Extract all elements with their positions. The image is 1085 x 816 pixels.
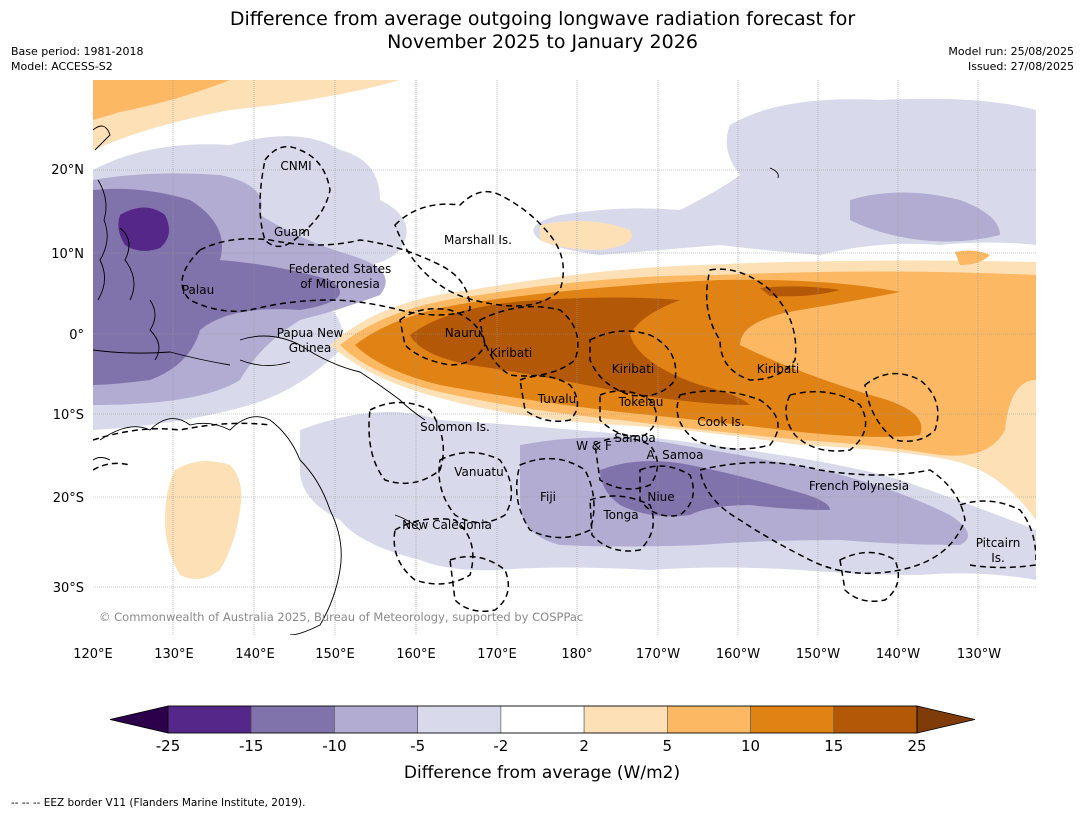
place-label: Tuvalu <box>537 392 577 406</box>
issued-date: Issued: 27/08/2025 <box>967 60 1074 73</box>
place-label: Marshall Is. <box>444 233 512 247</box>
colorbar-swatch <box>417 705 502 734</box>
anomaly-region <box>540 221 632 250</box>
anomaly-region <box>93 80 230 120</box>
title-line-2: November 2025 to January 2026 <box>387 31 698 53</box>
lon-tick-label: 180° <box>561 647 592 662</box>
place-label: Federated States <box>289 262 391 276</box>
place-label: Is. <box>991 551 1005 565</box>
place-label: New Caledonia <box>402 518 492 532</box>
anomaly-region <box>410 297 750 405</box>
lat-tick-label: 20°S <box>53 491 84 506</box>
eez-borders <box>93 145 1036 612</box>
anomaly-region <box>850 192 1000 242</box>
lon-tick-label: 160°W <box>716 647 760 662</box>
colorbar-tick-label: 10 <box>741 737 760 755</box>
eez-footnote: -- -- -- EEZ border V11 (Flanders Marine… <box>11 797 306 809</box>
place-label: W & F <box>576 439 612 453</box>
colorbar-extend-high <box>916 705 976 734</box>
place-label: Cook Is. <box>697 415 744 429</box>
place-label: Vanuatu <box>454 465 504 479</box>
colorbar-swatch <box>500 705 585 734</box>
place-label: French Polynesia <box>809 479 909 493</box>
place-label: Pitcairn <box>976 536 1021 550</box>
colorbar-swatch <box>334 705 418 734</box>
anomaly-region <box>760 286 840 297</box>
colorbar-tick-label: 2 <box>579 737 589 755</box>
lon-tick-label: 140°W <box>876 647 920 662</box>
longitude-labels: 120°E 130°E 140°E 150°E 160°E 170°E 180°… <box>73 647 1001 662</box>
colorbar-tick-label: 25 <box>907 737 926 755</box>
lon-tick-label: 150°W <box>796 647 840 662</box>
colorbar: -25 -15 -10 -5 -2 2 5 10 15 25 <box>109 705 976 755</box>
lat-tick-label: 10°S <box>53 408 84 423</box>
place-label: Papua New <box>277 326 344 340</box>
latitude-labels: 20°N 10°N 0° 10°S 20°S 30°S <box>51 163 84 596</box>
colorbar-extend-low <box>109 705 169 734</box>
lat-tick-label: 30°S <box>53 581 84 596</box>
map-field: CNMI Guam Marshall Is. Federated States … <box>93 80 1036 635</box>
colorbar-swatch <box>667 705 751 734</box>
lon-tick-label: 150°E <box>315 647 355 662</box>
title-line-1: Difference from average outgoing longwav… <box>229 8 856 30</box>
lat-tick-label: 0° <box>69 328 84 343</box>
place-label: Niue <box>647 490 674 504</box>
lon-tick-label: 170°W <box>636 647 680 662</box>
place-label: of Micronesia <box>300 277 380 291</box>
lon-tick-label: 130°E <box>154 647 194 662</box>
colorbar-swatch <box>750 705 835 734</box>
place-label: Samoa <box>614 431 655 445</box>
lon-tick-label: 130°W <box>957 647 1001 662</box>
coastlines <box>93 125 779 635</box>
lon-tick-label: 140°E <box>235 647 275 662</box>
colorbar-label: Difference from average (W/m2) <box>404 763 680 783</box>
lat-tick-label: 20°N <box>51 163 84 178</box>
place-label: Tonga <box>602 508 638 522</box>
place-label: Palau <box>182 283 214 297</box>
place-label: Guinea <box>289 341 332 355</box>
place-label: CNMI <box>280 159 311 173</box>
place-label: Nauru <box>445 326 481 340</box>
lon-tick-label: 120°E <box>73 647 113 662</box>
place-label: A. Samoa <box>647 448 704 462</box>
colorbar-tick-label: 5 <box>663 737 673 755</box>
colorbar-swatch <box>583 705 668 734</box>
colorbar-tick-label: -10 <box>322 737 347 755</box>
place-label: Kiribati <box>490 346 532 360</box>
lon-tick-label: 160°E <box>396 647 436 662</box>
anomaly-region <box>600 461 830 517</box>
graticule <box>93 80 1036 635</box>
anomaly-region <box>118 207 169 251</box>
meta-left: Base period: 1981-2018 Model: ACCESS-S2 <box>11 44 143 74</box>
colorbar-tick-label: -25 <box>156 737 181 755</box>
place-labels: CNMI Guam Marshall Is. Federated States … <box>182 159 1020 565</box>
lon-tick-label: 170°E <box>477 647 517 662</box>
copyright-notice: © Commonwealth of Australia 2025, Bureau… <box>99 610 583 624</box>
meta-right: Model run: 25/08/2025 Issued: 27/08/2025 <box>948 44 1074 74</box>
place-label: Tokelau <box>618 395 664 409</box>
colorbar-tick-label: -5 <box>410 737 425 755</box>
lat-tick-label: 10°N <box>51 247 84 262</box>
place-label: Fiji <box>540 490 556 504</box>
colorbar-tick-label: -15 <box>239 737 264 755</box>
model-run: Model run: 25/08/2025 <box>948 45 1074 58</box>
colorbar-tick-label: 15 <box>824 737 843 755</box>
anomaly-region <box>165 461 242 579</box>
map-title: Difference from average outgoing longwav… <box>0 8 1085 54</box>
model-name: Model: ACCESS-S2 <box>11 60 113 73</box>
colorbar-swatch <box>250 705 335 734</box>
place-label: Guam <box>274 225 310 239</box>
colorbar-swatch <box>833 705 918 734</box>
place-label: Solomon Is. <box>420 420 490 434</box>
place-label: Kiribati <box>612 362 654 376</box>
colorbar-swatch <box>167 705 252 734</box>
colorbar-outline <box>167 705 918 734</box>
place-label: Kiribati <box>757 362 799 376</box>
colorbar-tick-label: -2 <box>493 737 508 755</box>
anomaly-region <box>955 250 990 265</box>
base-period: Base period: 1981-2018 <box>11 45 144 58</box>
